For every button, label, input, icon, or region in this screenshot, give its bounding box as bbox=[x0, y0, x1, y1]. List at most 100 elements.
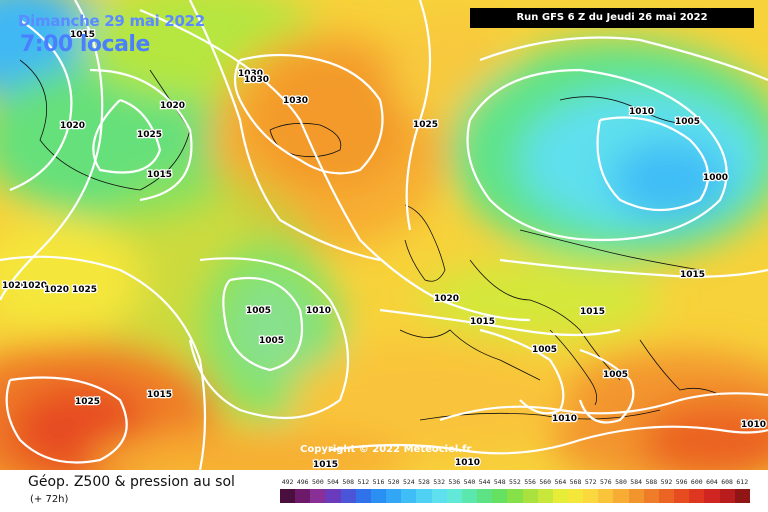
scale-color-cell bbox=[461, 489, 478, 503]
scale-tick-label: 560 bbox=[539, 478, 552, 486]
isobar-label: 1005 bbox=[532, 345, 557, 355]
isobar-label: 1015 bbox=[580, 307, 605, 317]
scale-tick-label: 596 bbox=[675, 478, 688, 486]
scale-color-cell bbox=[522, 489, 538, 503]
scale-color-cell bbox=[401, 489, 417, 503]
scale-tick-label: 588 bbox=[645, 478, 658, 486]
isobar-label: 1010 bbox=[629, 107, 654, 117]
scale-color-cell bbox=[552, 489, 568, 503]
scale-color-cell bbox=[734, 489, 750, 503]
scale-tick-label: 536 bbox=[448, 478, 461, 486]
forecast-time: 7:00 locale bbox=[20, 32, 150, 57]
scale-tick-label: 512 bbox=[357, 478, 370, 486]
scale-tick-label: 500 bbox=[312, 478, 324, 486]
isobar-label: 1000 bbox=[703, 173, 728, 183]
scale-color-cell bbox=[704, 489, 720, 503]
scale-tick-label: 552 bbox=[509, 478, 521, 486]
isobar-label: 1015 bbox=[313, 460, 338, 470]
scale-color-cell bbox=[446, 489, 462, 503]
isobar-label: 1015 bbox=[470, 317, 495, 327]
scale-tick-label: 508 bbox=[342, 478, 355, 486]
scale-color-cell bbox=[280, 489, 296, 503]
scale-tick-label: 608 bbox=[721, 478, 733, 486]
scale-tick-label: 524 bbox=[402, 478, 415, 486]
isobar-label: 1020 bbox=[22, 281, 47, 291]
scale-tick-label: 540 bbox=[463, 478, 476, 486]
scale-color-cell bbox=[370, 489, 387, 503]
scale-color-cell bbox=[658, 489, 675, 503]
isobar-label: 1015 bbox=[147, 390, 172, 400]
scale-tick-label: 496 bbox=[296, 478, 309, 486]
isobar-label: 1010 bbox=[455, 458, 480, 468]
scale-color-cell bbox=[567, 489, 584, 503]
scale-tick-label: 576 bbox=[599, 478, 612, 486]
model-run-banner: Run GFS 6 Z du Jeudi 26 mai 2022 bbox=[470, 8, 754, 28]
color-scale: 492 496 500 504 508 512 516 520 524 528 532 536 540 5… bbox=[280, 478, 750, 508]
isobar-lines bbox=[0, 0, 768, 470]
isobar-label: 1015 bbox=[147, 170, 172, 180]
isobar-label: 1015 bbox=[680, 270, 705, 280]
scale-color-cell bbox=[416, 489, 432, 503]
scale-tick-label: 492 bbox=[281, 478, 294, 486]
field-title: Géop. Z500 & pression au sol bbox=[28, 474, 235, 490]
scale-tick-label: 556 bbox=[524, 478, 536, 486]
isobar-label: 1005 bbox=[246, 306, 271, 316]
legend-footer: Géop. Z500 & pression au sol (+ 72h) 492… bbox=[0, 470, 768, 512]
scale-tick-label: 604 bbox=[706, 478, 718, 486]
isobar-label: 1030 bbox=[244, 75, 269, 85]
scale-color-cell bbox=[325, 489, 341, 503]
scale-tick-label: 548 bbox=[493, 478, 506, 486]
scale-tick-label: 600 bbox=[690, 478, 703, 486]
isobar-label: 1005 bbox=[675, 117, 700, 127]
scale-tick-label: 612 bbox=[736, 478, 749, 486]
isobar-label: 1020 bbox=[44, 285, 69, 295]
isobar-label: 1020 bbox=[2, 281, 27, 291]
scale-color-cell bbox=[674, 489, 690, 503]
isobar-label: 1010 bbox=[306, 306, 331, 316]
scale-tick-label: 568 bbox=[569, 478, 582, 486]
scale-tick-label: 516 bbox=[372, 478, 385, 486]
isobar-label: 1010 bbox=[741, 420, 766, 430]
scale-color-cell bbox=[628, 489, 644, 503]
scale-tick-label: 580 bbox=[615, 478, 627, 486]
scale-color-cell bbox=[492, 489, 508, 503]
scale-tick-label: 544 bbox=[478, 478, 491, 486]
isobar-label: 1015 bbox=[70, 30, 95, 40]
scale-color-cell bbox=[613, 489, 629, 503]
isobar-label: 1025 bbox=[75, 397, 100, 407]
scale-tick-label: 564 bbox=[554, 478, 567, 486]
copyright-notice: Copyright © 2022 Meteociel.fr bbox=[300, 444, 472, 455]
scale-color-cell bbox=[537, 489, 553, 503]
isobar-label: 1020 bbox=[60, 121, 85, 131]
isobar-label: 1025 bbox=[137, 130, 162, 140]
isobar-label: 1020 bbox=[160, 101, 185, 111]
scale-tick-label: 584 bbox=[630, 478, 643, 486]
scale-tick-label: 528 bbox=[418, 478, 430, 486]
scale-color-cell bbox=[310, 489, 326, 503]
isobar-label: 1005 bbox=[603, 370, 628, 380]
scale-color-cell bbox=[295, 489, 311, 503]
isobar-label: 1020 bbox=[434, 294, 459, 304]
scale-color-cell bbox=[340, 489, 356, 503]
isobar-label: 1030 bbox=[238, 69, 263, 79]
isobar-label: 1025 bbox=[72, 285, 97, 295]
color-scale-bar bbox=[280, 489, 750, 503]
scale-tick-label: 572 bbox=[584, 478, 597, 486]
isobar-label: 1025 bbox=[413, 120, 438, 130]
isobar-label: 1005 bbox=[259, 336, 284, 346]
isobar-label: 1010 bbox=[552, 414, 577, 424]
scale-color-cell bbox=[719, 489, 735, 503]
scale-color-cell bbox=[689, 489, 705, 503]
color-scale-ticks: 492 496 500 504 508 512 516 520 524 528 532 536 540 5… bbox=[280, 478, 750, 489]
forecast-date: Dimanche 29 mai 2022 bbox=[18, 12, 205, 30]
scale-color-cell bbox=[355, 489, 371, 503]
scale-color-cell bbox=[386, 489, 402, 503]
scale-color-cell bbox=[431, 489, 447, 503]
scale-tick-label: 532 bbox=[433, 478, 446, 486]
scale-color-cell bbox=[583, 489, 599, 503]
isobar-label: 1030 bbox=[283, 96, 308, 106]
scale-color-cell bbox=[507, 489, 523, 503]
scale-tick-label: 504 bbox=[327, 478, 339, 486]
scale-color-cell bbox=[477, 489, 493, 503]
lead-time: (+ 72h) bbox=[30, 494, 69, 505]
